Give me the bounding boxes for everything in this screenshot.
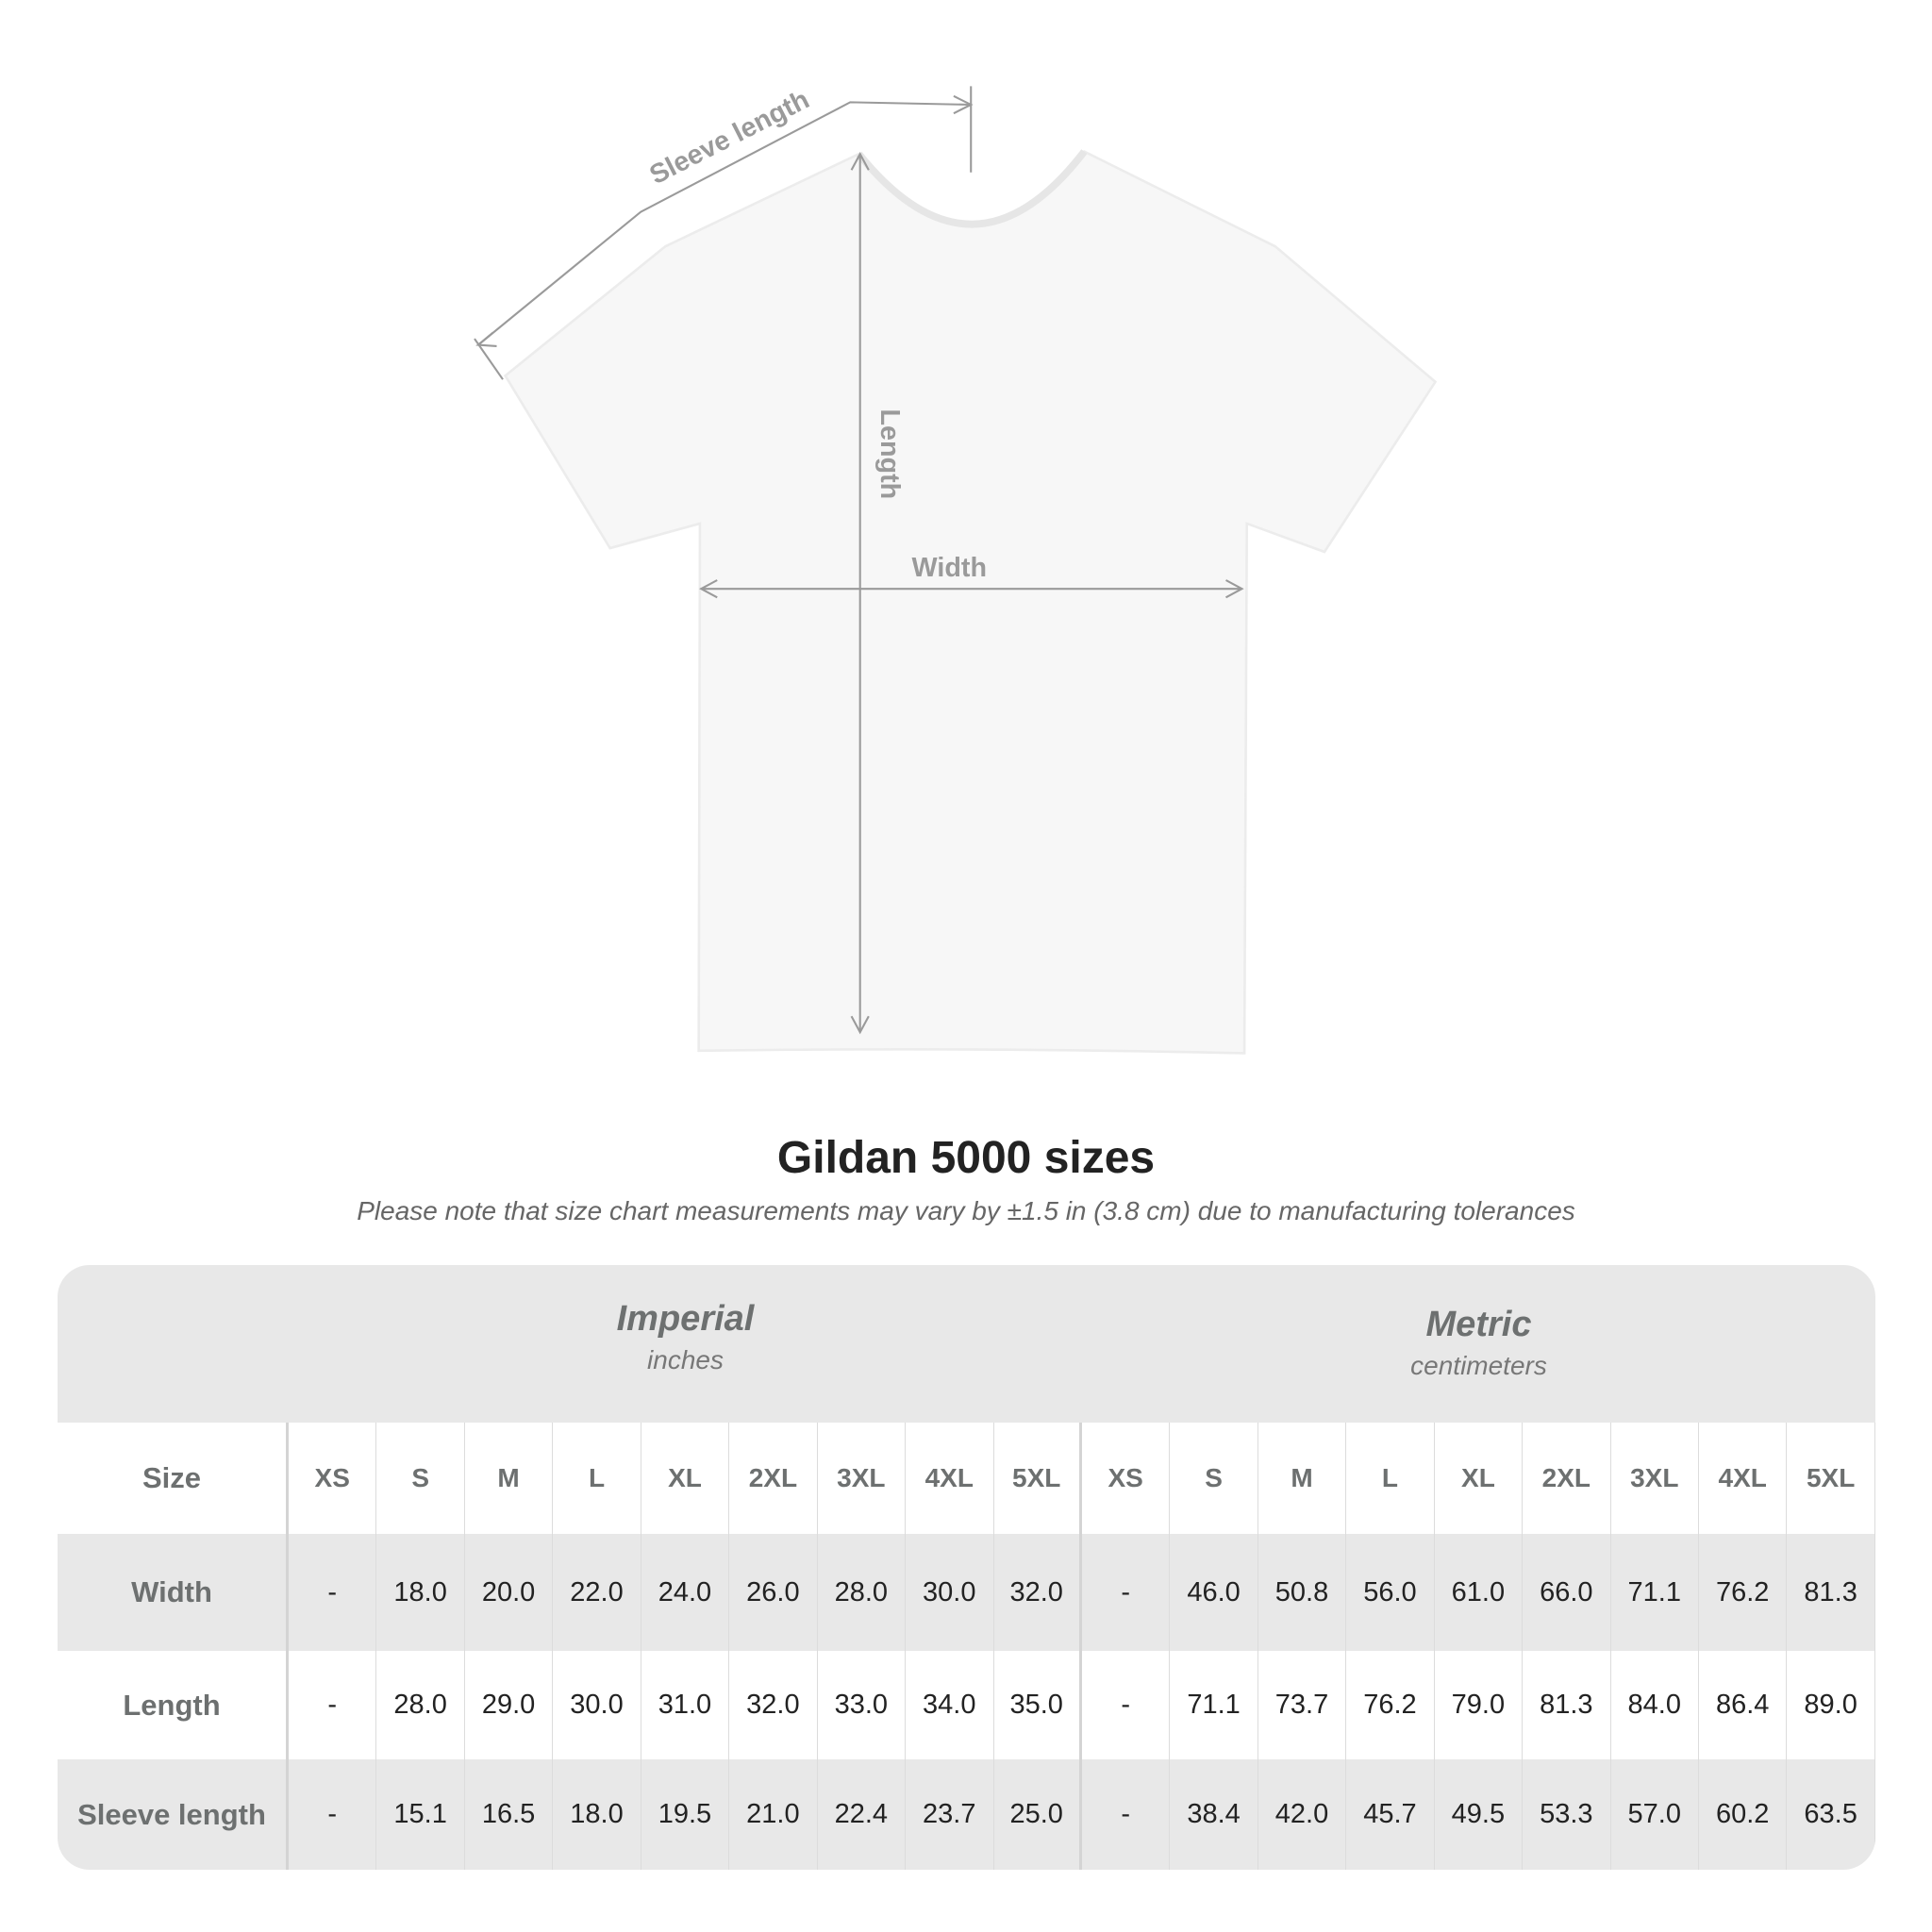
row-label: Width xyxy=(58,1534,289,1651)
value-cell: 81.3 xyxy=(1523,1651,1611,1759)
size-header: 5XL xyxy=(1787,1423,1875,1534)
value-cell: 15.1 xyxy=(376,1759,465,1870)
size-header: M xyxy=(1258,1423,1347,1534)
value-cell: 20.0 xyxy=(465,1534,554,1651)
value-cell: 21.0 xyxy=(729,1759,818,1870)
table-row: Sleeve length -15.1 16.5 18.0 19.5 21.0 22.4 23… xyxy=(58,1759,1875,1870)
value-cell: 19.5 xyxy=(641,1759,730,1870)
value-cell: 35.0 xyxy=(994,1651,1082,1759)
value-cell: 84.0 xyxy=(1611,1651,1699,1759)
size-header-row: Size XS S M L XL 2XL 3XL 4XL 5XL XS S M L XL 2XL 3XL 4XL 5… xyxy=(58,1423,1875,1534)
size-header: XL xyxy=(1435,1423,1524,1534)
value-cell: 25.0 xyxy=(994,1759,1082,1870)
metric-header: Metric centimeters xyxy=(1082,1265,1875,1423)
value-cell: 50.8 xyxy=(1258,1534,1347,1651)
tshirt-diagram: Sleeve length Length Width xyxy=(474,85,1438,1055)
value-cell: 24.0 xyxy=(641,1534,730,1651)
sleeve-length-label: Sleeve length xyxy=(645,85,815,192)
value-cell: 18.0 xyxy=(376,1534,465,1651)
value-cell: 66.0 xyxy=(1523,1534,1611,1651)
value-cell: 29.0 xyxy=(465,1651,554,1759)
value-cell: - xyxy=(1082,1534,1171,1651)
size-header: 4XL xyxy=(906,1423,994,1534)
value-cell: 89.0 xyxy=(1787,1651,1875,1759)
value-cell: 28.0 xyxy=(818,1534,907,1651)
value-cell: 73.7 xyxy=(1258,1651,1347,1759)
value-cell: 30.0 xyxy=(906,1534,994,1651)
size-header: XL xyxy=(641,1423,730,1534)
size-header: XS xyxy=(1082,1423,1171,1534)
size-header: M xyxy=(465,1423,554,1534)
value-cell: 71.1 xyxy=(1611,1534,1699,1651)
value-cell: 63.5 xyxy=(1787,1759,1875,1870)
value-cell: - xyxy=(289,1651,377,1759)
size-header: 3XL xyxy=(818,1423,907,1534)
value-cell: 76.2 xyxy=(1699,1534,1788,1651)
value-cell: 53.3 xyxy=(1523,1759,1611,1870)
value-cell: 31.0 xyxy=(641,1651,730,1759)
size-header: 4XL xyxy=(1699,1423,1788,1534)
value-cell: 23.7 xyxy=(906,1759,994,1870)
value-cell: 38.4 xyxy=(1170,1759,1258,1870)
value-cell: 16.5 xyxy=(465,1759,554,1870)
size-header: S xyxy=(376,1423,465,1534)
size-header: 5XL xyxy=(994,1423,1082,1534)
value-cell: 49.5 xyxy=(1435,1759,1524,1870)
value-cell: 33.0 xyxy=(818,1651,907,1759)
measure-lines xyxy=(474,86,1244,1035)
row-label: Sleeve length xyxy=(58,1759,289,1870)
value-cell: 71.1 xyxy=(1170,1651,1258,1759)
metric-title: Metric xyxy=(1425,1305,1532,1344)
value-cell: 81.3 xyxy=(1787,1534,1875,1651)
value-cell: 32.0 xyxy=(994,1534,1082,1651)
table-row: Width -18.0 20.0 22.0 24.0 26.0 28.0 30.0 32.0-4… xyxy=(58,1534,1875,1651)
value-cell: 22.4 xyxy=(818,1759,907,1870)
value-cell: - xyxy=(289,1534,377,1651)
value-cell: 26.0 xyxy=(729,1534,818,1651)
width-label: Width xyxy=(912,553,987,583)
value-cell: 34.0 xyxy=(906,1651,994,1759)
value-cell: 45.7 xyxy=(1346,1759,1435,1870)
value-cell: 61.0 xyxy=(1435,1534,1524,1651)
value-cell: 76.2 xyxy=(1346,1651,1435,1759)
value-cell: 18.0 xyxy=(553,1759,641,1870)
value-cell: 30.0 xyxy=(553,1651,641,1759)
table-row: Length -28.0 29.0 30.0 31.0 32.0 33.0 34.0 35.0-… xyxy=(58,1651,1875,1759)
size-header: XS xyxy=(289,1423,377,1534)
size-header: L xyxy=(1346,1423,1435,1534)
row-label: Length xyxy=(58,1651,289,1759)
length-label: Length xyxy=(874,409,905,500)
tolerance-note: Please note that size chart measurements… xyxy=(357,1196,1575,1225)
value-cell: - xyxy=(1082,1759,1171,1870)
sleeve-length-line xyxy=(477,101,972,346)
value-cell: 86.4 xyxy=(1699,1651,1788,1759)
value-cell: - xyxy=(289,1759,377,1870)
size-label: Size xyxy=(58,1423,289,1534)
tshirt-shape xyxy=(503,149,1438,1055)
metric-unit: centimeters xyxy=(1410,1351,1547,1380)
size-table: Imperial inches Metric centimeters Size X… xyxy=(58,1265,1875,1870)
value-cell: 32.0 xyxy=(729,1651,818,1759)
value-cell: 42.0 xyxy=(1258,1759,1347,1870)
value-cell: 79.0 xyxy=(1435,1651,1524,1759)
size-header: L xyxy=(553,1423,641,1534)
value-cell: 56.0 xyxy=(1346,1534,1435,1651)
value-cell: 46.0 xyxy=(1170,1534,1258,1651)
imperial-header: Imperial inches xyxy=(289,1265,1082,1423)
value-cell: 28.0 xyxy=(376,1651,465,1759)
value-cell: 60.2 xyxy=(1699,1759,1788,1870)
imperial-title: Imperial xyxy=(616,1299,755,1339)
size-header: 2XL xyxy=(729,1423,818,1534)
value-cell: - xyxy=(1082,1651,1171,1759)
value-cell: 57.0 xyxy=(1611,1759,1699,1870)
size-header: 2XL xyxy=(1523,1423,1611,1534)
size-header: S xyxy=(1170,1423,1258,1534)
imperial-unit: inches xyxy=(647,1345,724,1374)
size-header: 3XL xyxy=(1611,1423,1699,1534)
chart-title: Gildan 5000 sizes xyxy=(776,1133,1156,1183)
value-cell: 22.0 xyxy=(553,1534,641,1651)
